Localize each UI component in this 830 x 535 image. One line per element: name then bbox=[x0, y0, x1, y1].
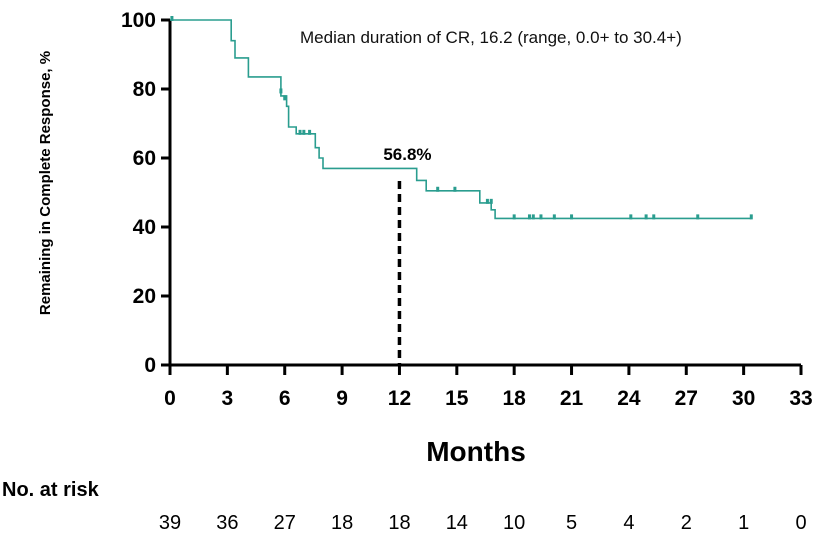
x-axis-label: Months bbox=[426, 436, 526, 467]
y-tick-label: 60 bbox=[133, 147, 156, 170]
censor-marks bbox=[170, 16, 753, 220]
x-tick-label: 27 bbox=[675, 387, 698, 410]
km-survival-line bbox=[170, 19, 752, 220]
median-annotation: Median duration of CR, 16.2 (range, 0.0+… bbox=[300, 28, 682, 47]
at-risk-values: 39 36 27 18 18 14 10 5 4 2 1 0 bbox=[159, 512, 807, 534]
x-tick-label: 12 bbox=[388, 387, 411, 410]
at-risk-value: 14 bbox=[446, 512, 468, 534]
at-risk-value: 18 bbox=[388, 512, 410, 534]
at-risk-value: 27 bbox=[274, 512, 296, 534]
median-value-label: 56.8% bbox=[383, 145, 431, 164]
y-tick-label: 0 bbox=[144, 354, 156, 377]
at-risk-title: No. at risk bbox=[2, 479, 100, 501]
at-risk-value: 2 bbox=[681, 512, 692, 534]
at-risk-value: 0 bbox=[795, 512, 806, 534]
x-tick-label: 6 bbox=[279, 387, 291, 410]
at-risk-value: 5 bbox=[566, 512, 577, 534]
y-axis: 0 20 40 60 80 100 bbox=[121, 9, 172, 377]
y-tick-label: 20 bbox=[133, 285, 156, 308]
at-risk-value: 18 bbox=[331, 512, 353, 534]
y-tick-label: 100 bbox=[121, 9, 156, 32]
at-risk-value: 10 bbox=[503, 512, 525, 534]
x-tick-label: 33 bbox=[789, 387, 812, 410]
x-tick-label: 3 bbox=[222, 387, 234, 410]
y-axis-label: Remaining in Complete Response, % bbox=[37, 51, 54, 315]
at-risk-value: 4 bbox=[623, 512, 634, 534]
at-risk-value: 39 bbox=[159, 512, 181, 534]
median-marker: 56.8% bbox=[383, 145, 432, 365]
x-tick-label: 9 bbox=[336, 387, 348, 410]
at-risk-value: 1 bbox=[738, 512, 749, 534]
x-tick-label: 30 bbox=[732, 387, 755, 410]
x-axis: 0 3 6 9 12 15 18 21 24 27 30 33 bbox=[164, 363, 813, 410]
x-tick-label: 15 bbox=[445, 387, 469, 410]
x-tick-label: 21 bbox=[560, 387, 584, 410]
y-tick-label: 40 bbox=[133, 216, 156, 239]
y-tick-label: 80 bbox=[133, 78, 156, 101]
at-risk-value: 36 bbox=[216, 512, 238, 534]
x-tick-label: 24 bbox=[617, 387, 641, 410]
x-tick-label: 0 bbox=[164, 387, 176, 410]
x-tick-label: 18 bbox=[503, 387, 527, 410]
